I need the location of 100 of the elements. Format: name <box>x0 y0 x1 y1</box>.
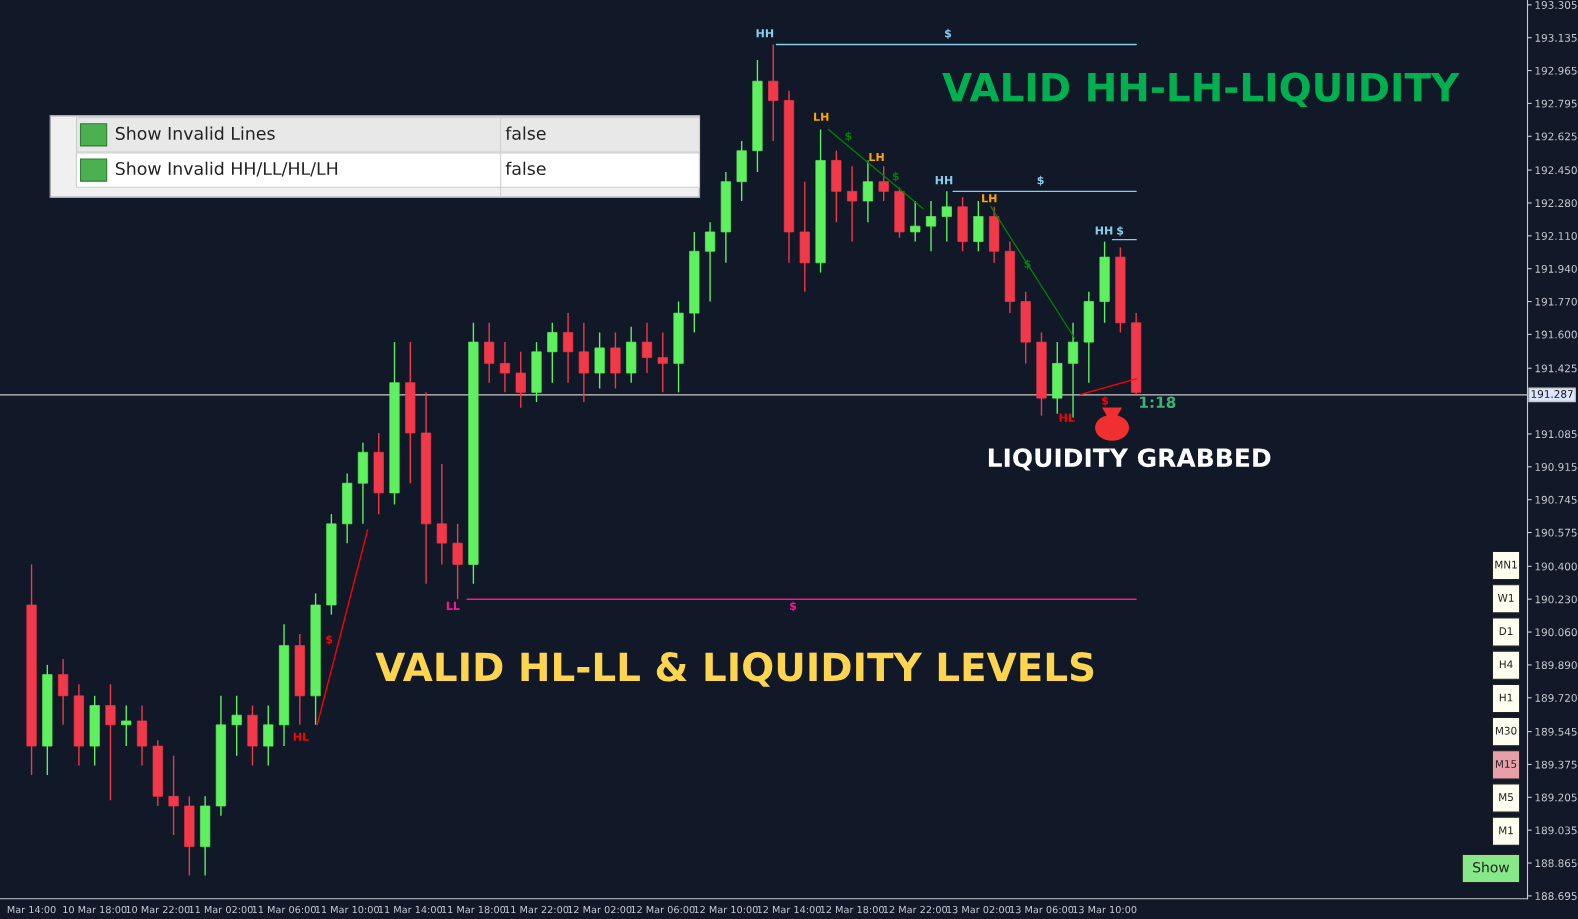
x-tick-label: 12 Mar 06:00 <box>631 905 695 914</box>
y-tick-label: 192.450 <box>1535 166 1577 175</box>
candlestick <box>705 221 716 303</box>
candlestick <box>484 322 495 384</box>
y-tick-label: 188.695 <box>1535 892 1577 900</box>
x-tick-label: 11 Mar 18:00 <box>442 905 506 914</box>
x-tick-label: 13 Mar 02:00 <box>946 905 1011 914</box>
annotation: $ <box>326 634 333 645</box>
y-tick-label: 191.940 <box>1535 264 1577 273</box>
y-tick-label: 189.205 <box>1535 793 1577 802</box>
y-tick-label: 191.425 <box>1535 364 1577 373</box>
candlestick <box>436 463 447 566</box>
annotation: HL <box>1059 413 1075 422</box>
x-tick-label: 11 Mar 22:00 <box>505 905 569 914</box>
annotation: H1 <box>1499 693 1513 702</box>
x-tick-label: 12 Mar 14:00 <box>757 905 821 914</box>
x-tick-label: Mar 14:00 <box>7 905 56 914</box>
candlestick <box>563 312 574 384</box>
annotation: VALID HL-LL & LIQUIDITY LEVELS <box>375 652 1094 687</box>
candlestick <box>168 755 179 836</box>
candlestick <box>925 200 937 252</box>
annotation: MN1 <box>1495 560 1517 569</box>
annotation: Show Invalid Lines <box>115 126 275 140</box>
candlestick <box>58 658 69 726</box>
y-tick-label: 191.085 <box>1535 430 1577 439</box>
y-tick-label: 191.770 <box>1535 297 1577 306</box>
x-tick-label: 11 Mar 02:00 <box>189 905 253 914</box>
y-tick-label: 190.915 <box>1535 463 1577 471</box>
annotation: M30 <box>1495 726 1517 735</box>
y-tick-label: 190.400 <box>1535 562 1577 571</box>
y-tick-label: 189.545 <box>1535 727 1577 736</box>
candlestick <box>263 704 274 767</box>
candlestick <box>105 683 116 801</box>
annotation: false <box>505 161 546 176</box>
annotation: HH <box>935 176 953 185</box>
annotation: LH <box>814 112 829 121</box>
annotation: 1:18 <box>1140 396 1176 408</box>
candlestick <box>847 165 858 243</box>
annotation: M15 <box>1495 760 1517 768</box>
y-tick-label: 189.890 <box>1535 661 1577 670</box>
x-tick-label: 13 Mar 10:00 <box>1073 905 1137 914</box>
x-tick-label: 12 Mar 10:00 <box>694 905 758 914</box>
y-tick-label: 193.305 <box>1535 1 1577 9</box>
candlestick <box>121 704 132 747</box>
y-tick-label: 192.965 <box>1535 66 1577 75</box>
annotation: LH <box>869 152 884 162</box>
y-tick-label: 191.600 <box>1535 330 1577 339</box>
annotation: $ <box>1117 226 1124 237</box>
y-tick-label: 192.110 <box>1535 232 1577 240</box>
candlestick <box>515 351 526 409</box>
annotation: $ <box>892 171 899 182</box>
x-tick-label: 10 Mar 18:00 <box>63 905 127 914</box>
candlestick <box>878 165 889 202</box>
candlestick <box>941 190 952 243</box>
annotation: D1 <box>1499 627 1513 635</box>
y-tick-label: 192.625 <box>1535 132 1577 141</box>
ref-line-label: 191.287 <box>1531 390 1573 398</box>
annotation: M5 <box>1499 793 1513 802</box>
x-tick-label: 12 Mar 18:00 <box>820 905 884 914</box>
annotation: HH <box>1095 226 1113 235</box>
annotation: H4 <box>1499 660 1513 669</box>
y-tick-label: 190.230 <box>1535 595 1577 604</box>
x-tick-label: 12 Mar 22:00 <box>883 905 948 914</box>
annotation: Show <box>1473 861 1510 873</box>
y-tick-label: 189.375 <box>1535 760 1577 769</box>
x-tick-label: 11 Mar 14:00 <box>378 905 443 914</box>
candlestick <box>910 200 921 243</box>
y-tick-label: 188.865 <box>1535 859 1577 868</box>
y-tick-label: 192.795 <box>1535 99 1577 108</box>
annotation: LL <box>446 601 460 610</box>
annotation: $ <box>845 131 852 142</box>
y-tick-label: 192.280 <box>1535 199 1577 208</box>
candlestick <box>452 523 463 600</box>
candlestick <box>231 695 242 757</box>
annotation: W1 <box>1497 594 1514 602</box>
annotation: $ <box>790 601 797 612</box>
candlestick <box>547 322 558 384</box>
candlestick <box>578 322 589 403</box>
x-tick-label: 11 Mar 10:00 <box>315 905 379 914</box>
candlestick <box>499 341 511 394</box>
annotation: VALID HH-LH-LIQUIDITY <box>942 72 1460 107</box>
candlestick <box>862 159 873 223</box>
x-tick-label: 10 Mar 22:00 <box>126 905 190 914</box>
annotation: false <box>505 126 546 140</box>
annotation: HL <box>293 732 309 741</box>
x-tick-label: 12 Mar 02:00 <box>568 905 632 914</box>
annotation: $ <box>1102 396 1109 407</box>
candlestick <box>768 43 779 142</box>
annotation: Show Invalid HH/LL/HL/LH <box>115 161 338 177</box>
annotation: $ <box>945 28 952 39</box>
annotation: HH <box>756 29 774 38</box>
y-tick-label: 190.745 <box>1535 495 1577 504</box>
y-tick-label: 189.035 <box>1535 826 1577 835</box>
annotation: LH <box>982 194 997 203</box>
annotation: $ <box>1037 175 1044 186</box>
x-tick-label: 13 Mar 06:00 <box>1010 905 1074 914</box>
y-tick-label: 190.575 <box>1535 528 1577 537</box>
annotation: LIQUIDITY GRABBED <box>988 448 1271 471</box>
candlestick <box>657 331 668 394</box>
annotation: M1 <box>1499 826 1513 835</box>
